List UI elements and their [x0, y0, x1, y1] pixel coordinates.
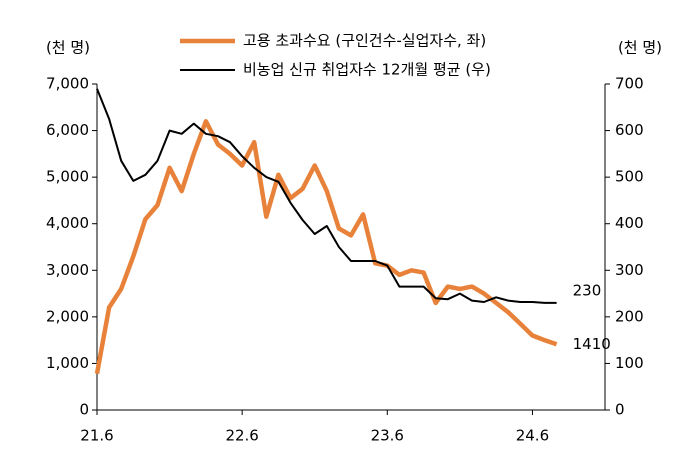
- annotation: 230: [573, 281, 602, 299]
- y2-axis-label: (천 명): [618, 39, 662, 57]
- y-tick-label: 7,000: [46, 75, 89, 93]
- x-tick-label: 24.6: [516, 427, 549, 445]
- y2-tick-label: 500: [615, 168, 644, 186]
- y2-tick-label: 100: [615, 354, 644, 372]
- x-tick-label: 21.6: [80, 427, 113, 445]
- y-tick-label: 0: [79, 401, 89, 419]
- y-tick-label: 5,000: [46, 168, 89, 186]
- y2-tick-label: 0: [615, 401, 625, 419]
- y2-tick-label: 200: [615, 307, 644, 325]
- x-tick-label: 22.6: [225, 427, 258, 445]
- y-tick-label: 1,000: [46, 354, 89, 372]
- y-tick-label: 3,000: [46, 261, 89, 279]
- y2-tick-label: 300: [615, 261, 644, 279]
- y-tick-label: 2,000: [46, 307, 89, 325]
- annotation: 1410: [573, 335, 611, 353]
- legend-label: 고용 초과수요 (구인건수-실업자수, 좌): [243, 32, 486, 50]
- x-tick-label: 23.6: [371, 427, 404, 445]
- y-tick-label: 6,000: [46, 121, 89, 139]
- series-line: [94, 119, 558, 375]
- y2-tick-label: 700: [615, 75, 644, 93]
- series-line: [96, 88, 557, 304]
- y-tick-label: 4,000: [46, 214, 89, 232]
- y-axis-label: (천 명): [46, 39, 90, 57]
- y2-tick-label: 400: [615, 214, 644, 232]
- legend-label: 비농업 신규 취업자수 12개월 평균 (우): [243, 61, 491, 79]
- y2-tick-label: 600: [615, 121, 644, 139]
